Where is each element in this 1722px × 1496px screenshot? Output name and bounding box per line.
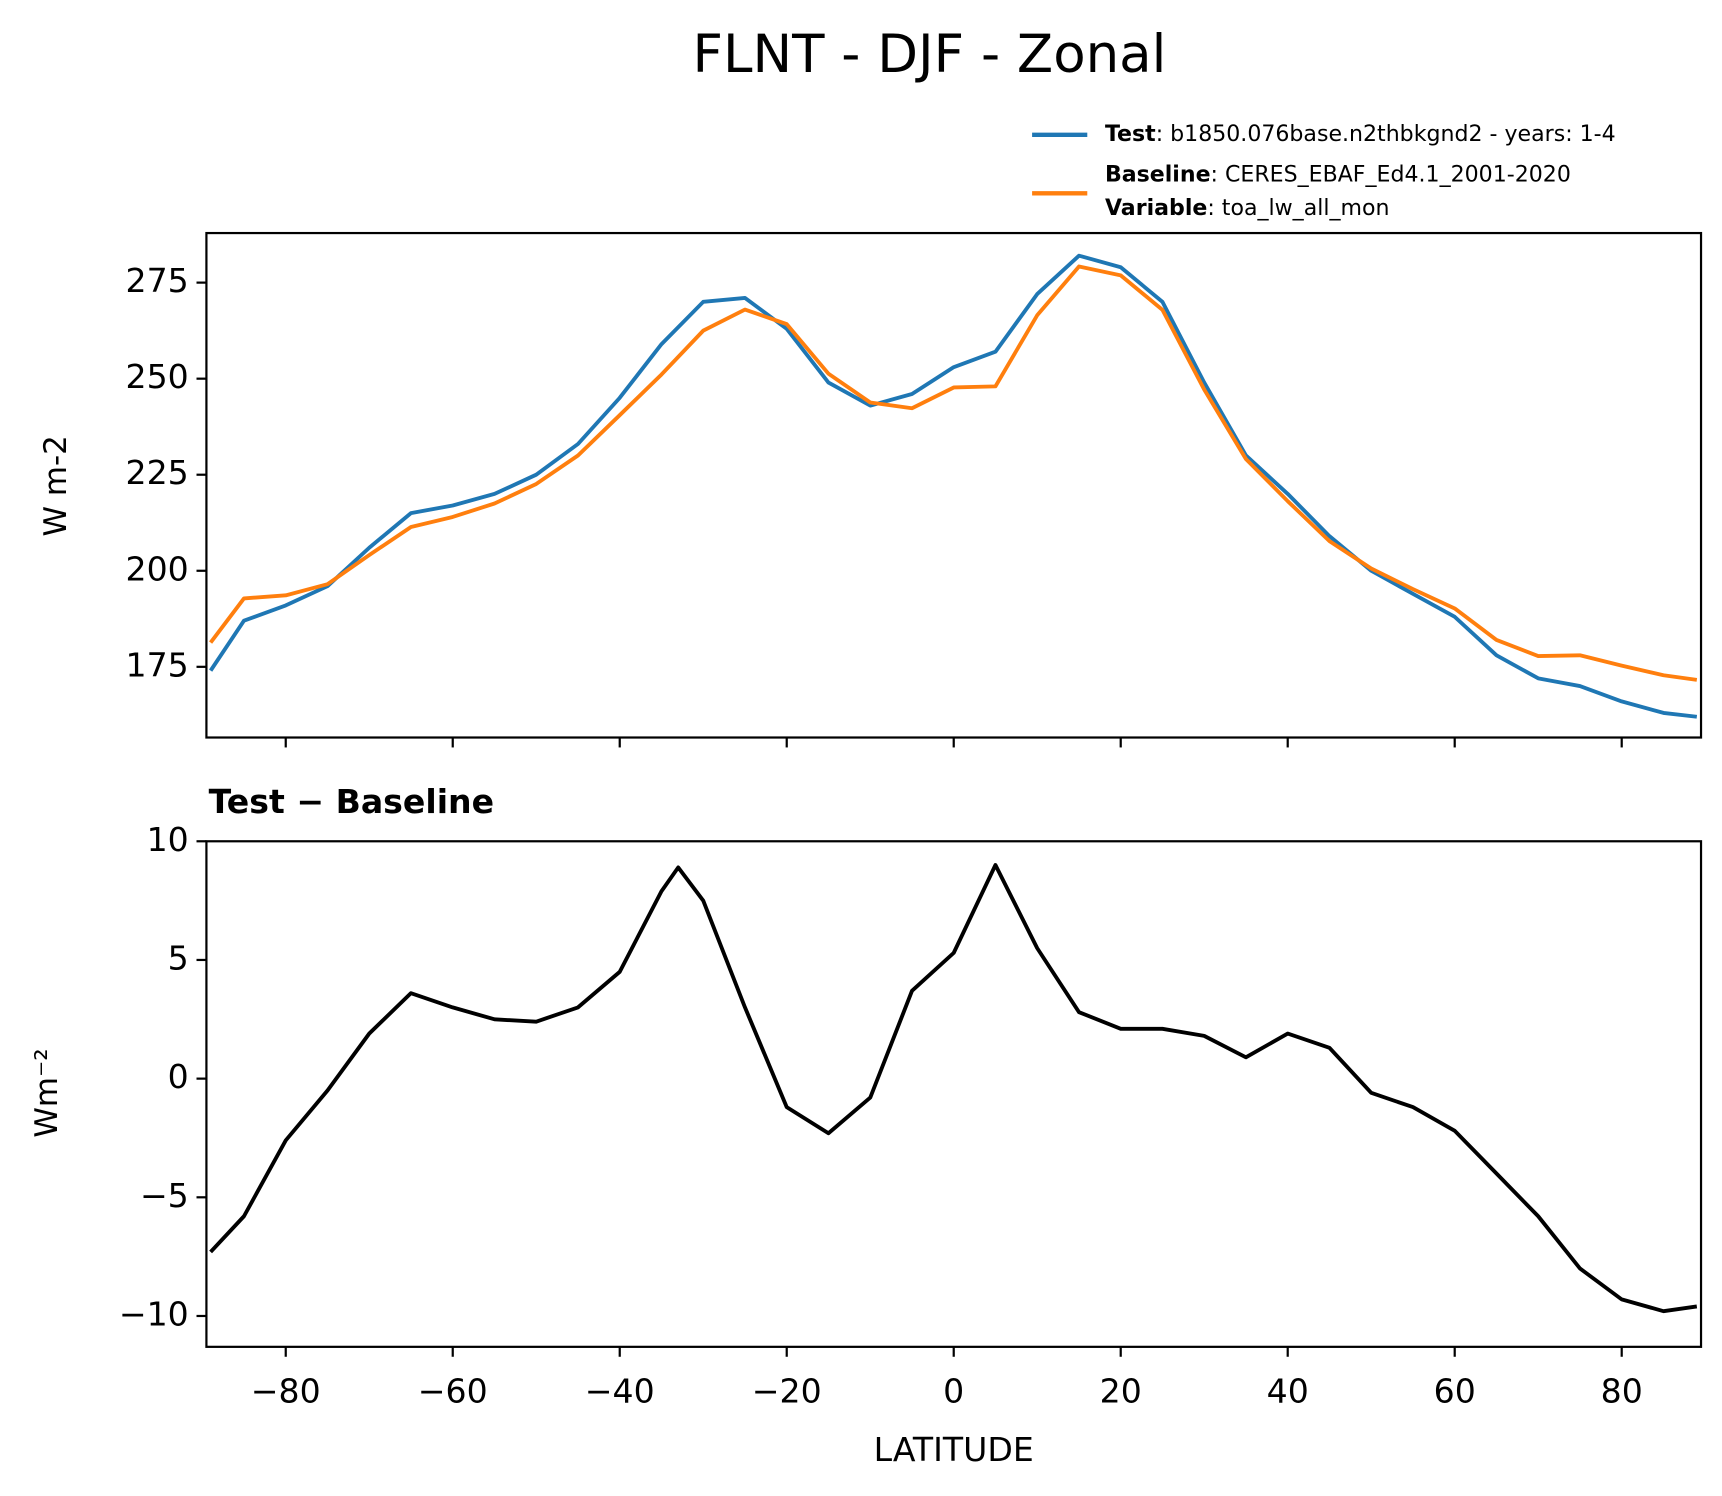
x-tick-label: 80 (1601, 1372, 1643, 1411)
x-tick-label: −20 (752, 1372, 822, 1411)
legend-text: : CERES_EBAF_Ed4.1_2001-2020 (1211, 163, 1571, 188)
y-tick-label: 0 (168, 1057, 189, 1096)
axes-frame (205, 840, 1703, 1348)
legend-entry: Test: b1850.076base.n2thbkgnd2 - years: … (1105, 122, 1616, 147)
subplot-title: Test − Baseline (209, 782, 494, 821)
x-tick-label: 60 (1434, 1372, 1476, 1411)
chart-title: FLNT - DJF - Zonal (693, 24, 1167, 85)
x-tick-label: 40 (1267, 1372, 1309, 1411)
x-axis-label: LATITUDE (874, 1430, 1034, 1469)
x-tick-label: 0 (943, 1372, 964, 1411)
x-tick-label: −40 (585, 1372, 655, 1411)
y-tick-label: −5 (140, 1176, 189, 1215)
x-tick-label: −80 (251, 1372, 321, 1411)
y-tick-label: 200 (126, 549, 189, 588)
x-tick-label: 20 (1100, 1372, 1142, 1411)
y-axis-label: W m-2 (38, 435, 74, 536)
y-tick-label: 250 (126, 357, 189, 396)
y-tick-label: −10 (119, 1294, 189, 1333)
legend-entry: Variable: toa_lw_all_mon (1105, 196, 1390, 221)
y-tick-label: 275 (126, 261, 189, 300)
y-tick-label: 5 (168, 938, 189, 977)
axes-frame (205, 231, 1703, 739)
legend-entry: Baseline: CERES_EBAF_Ed4.1_2001-2020 (1105, 163, 1571, 188)
legend-text: : b1850.076base.n2thbkgnd2 - years: 1-4 (1156, 122, 1616, 147)
legend-name: Variable (1105, 196, 1207, 221)
data-line (209, 863, 1698, 1314)
y-axis-label: Wm⁻² (29, 1048, 65, 1137)
data-line (209, 253, 1698, 719)
data-line (209, 264, 1698, 682)
legend-text: : toa_lw_all_mon (1207, 196, 1389, 221)
y-tick-label: 175 (126, 645, 189, 684)
legend-name: Test (1105, 122, 1156, 147)
y-tick-label: 10 (147, 820, 189, 859)
x-tick-label: −60 (418, 1372, 488, 1411)
y-tick-label: 225 (126, 453, 189, 492)
legend-name: Baseline (1105, 163, 1211, 188)
